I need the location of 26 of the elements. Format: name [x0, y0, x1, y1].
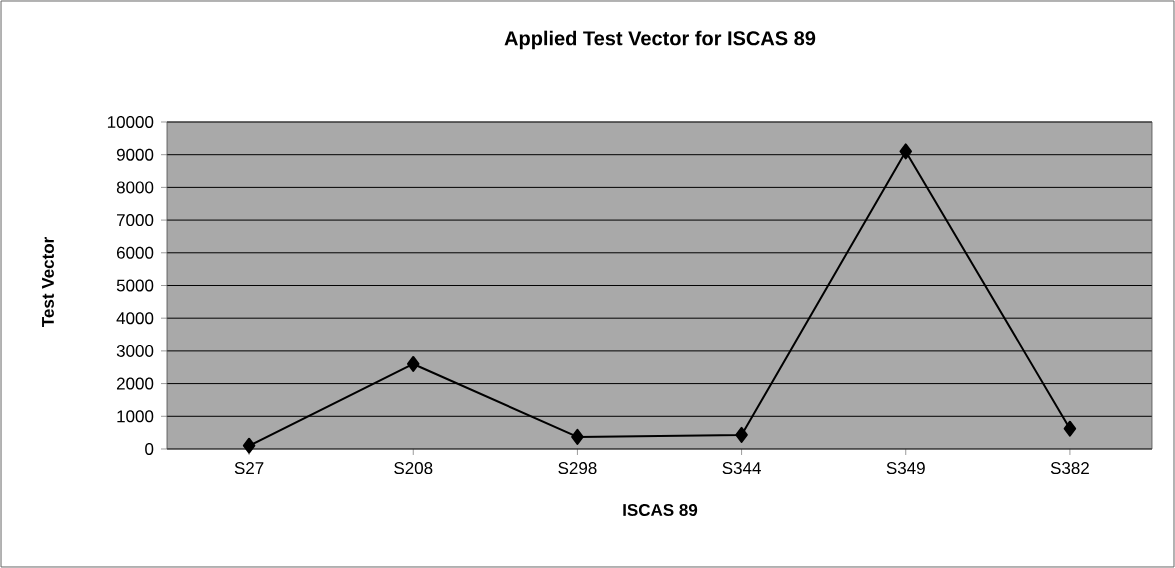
y-tick-label: 7000	[117, 214, 154, 227]
x-tick-label: S382	[1050, 462, 1089, 475]
x-tick-label: S208	[394, 462, 433, 475]
y-tick-label: 2000	[116, 377, 154, 390]
point	[735, 426, 748, 443]
point	[407, 355, 420, 372]
x-tick-label: S27	[234, 462, 264, 475]
x-axis-title: ISCAS 89	[623, 503, 698, 516]
y-tick-label: 9000	[116, 148, 154, 161]
y-tick-label: 5000	[116, 279, 154, 292]
point	[571, 428, 584, 445]
y-tick-label: 3000	[116, 344, 154, 357]
point	[242, 437, 256, 454]
y-axis-title: Test Vector	[42, 237, 54, 327]
y-tick-label: 1000	[117, 410, 154, 423]
y-tick-label: 6000	[117, 246, 154, 259]
x-tick-label: S349	[886, 462, 925, 475]
y-tick-label: 8000	[116, 181, 154, 194]
chart-title: Applied Test Vector for ISCAS 89	[504, 30, 816, 50]
point	[899, 143, 912, 160]
y-tick-label: 0	[145, 442, 154, 455]
y-tick-label: 4000	[116, 312, 154, 325]
x-tick-label: S344	[722, 462, 761, 475]
x-tick-label: S298	[558, 462, 597, 475]
point	[1063, 420, 1077, 437]
y-tick-label: 10000	[107, 115, 154, 128]
